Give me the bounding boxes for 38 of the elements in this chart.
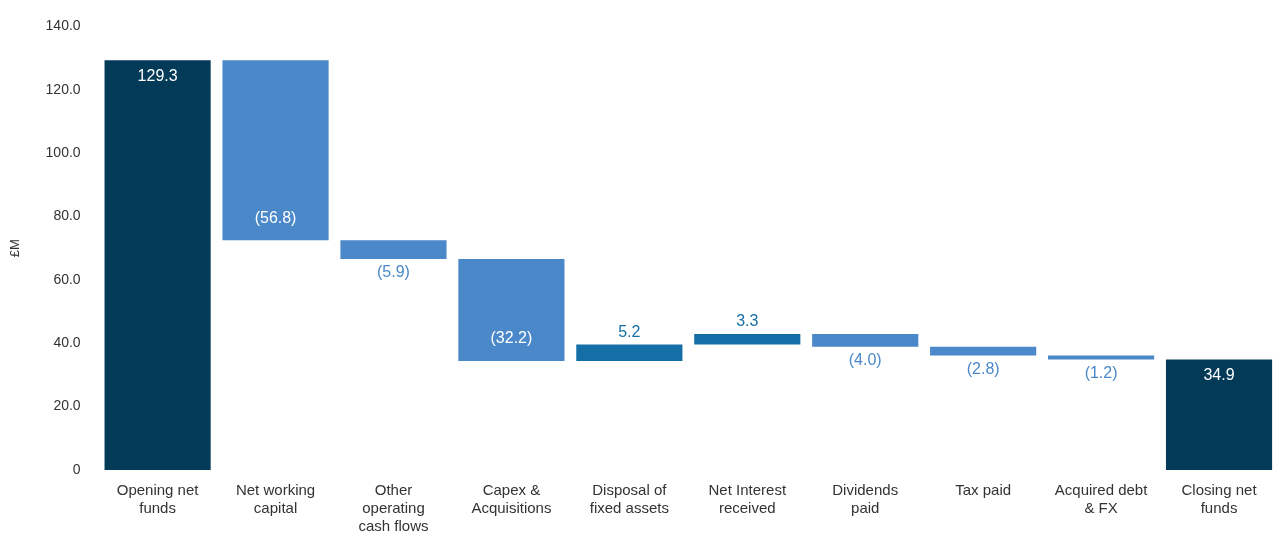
data-label: 129.3 — [137, 66, 178, 84]
data-label: (56.8) — [254, 208, 297, 226]
data-label: (5.9) — [377, 263, 410, 281]
x-tick-label: Opening net funds — [116, 481, 200, 517]
y-axis-title: £M — [7, 239, 23, 258]
bar — [222, 60, 329, 241]
x-tick-label: Other operating cash flows — [358, 481, 429, 535]
bar — [812, 334, 919, 347]
bar — [576, 344, 683, 361]
x-tick-label: Acquired debt & FX — [1054, 481, 1149, 517]
x-tick-label: Tax paid — [955, 481, 1012, 499]
y-tick-label: 40.0 — [53, 334, 81, 351]
bar — [694, 334, 801, 345]
bar — [340, 240, 447, 259]
x-tick-label: Disposal of fixed assets — [589, 481, 669, 517]
y-tick-label: 140.0 — [45, 17, 81, 34]
bar — [104, 60, 211, 470]
x-tick-label: Dividends paid — [832, 481, 899, 517]
data-label: 5.2 — [618, 322, 641, 340]
x-tick-label: Net Interest received — [708, 481, 787, 517]
data-label: (1.2) — [1084, 363, 1118, 381]
data-label: (32.2) — [490, 329, 533, 347]
y-tick-label: 120.0 — [45, 80, 81, 97]
data-label: (2.8) — [966, 360, 1000, 378]
data-label: (4.0) — [848, 351, 882, 369]
data-label: 34.9 — [1203, 365, 1235, 383]
bar — [458, 258, 565, 361]
y-tick-label: 0 — [72, 460, 81, 477]
bar — [930, 346, 1037, 356]
y-tick-label: 100.0 — [45, 144, 81, 160]
x-tick-label: Closing net funds — [1181, 481, 1258, 517]
bar — [1165, 359, 1273, 470]
y-tick-label: 60.0 — [53, 270, 81, 287]
y-tick-label: 80.0 — [53, 207, 81, 224]
x-tick-label: Net working capital — [235, 481, 316, 517]
y-tick-label: 20.0 — [53, 397, 81, 414]
x-tick-label: Capex & Acquisitions — [471, 481, 552, 517]
data-label: 3.3 — [736, 312, 759, 330]
